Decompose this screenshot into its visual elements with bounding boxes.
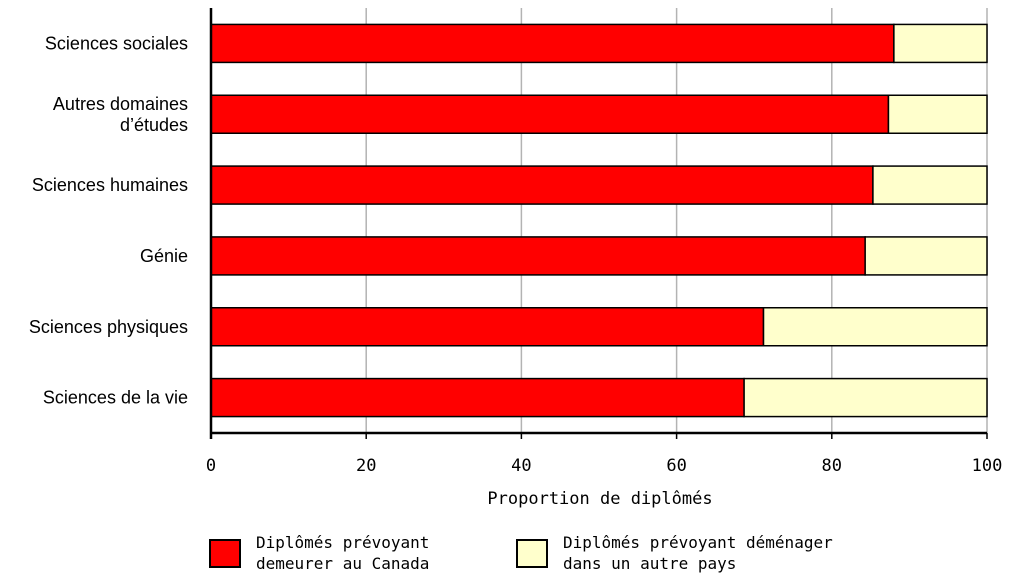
legend-swatch [209,539,241,568]
bar-segment-canada [210,165,874,205]
bar-segment-abroad [762,307,988,347]
axes [209,8,988,439]
bar-segment-canada [210,236,866,276]
category-label: Sciences humaines [32,175,188,195]
category-label: d’études [120,115,188,135]
x-tick-label: 80 [822,456,842,476]
bar-segment-canada [210,377,745,418]
bar-segment-canada [210,307,765,347]
bar-segment-abroad [743,377,988,418]
legend-label: dans un autre pays [563,554,736,573]
category-labels: Sciences sociales Autres domainesd’études… [29,33,188,407]
bar-segment-canada [210,23,895,64]
bar-segment-canada [210,94,890,134]
category-label: Sciences sociales [45,33,188,53]
legend-label: Diplômés prévoyant déménager [563,533,833,552]
category-label: Sciences physiques [29,317,188,337]
tick-labels: 0 20 40 60 80 100 [206,456,1002,476]
gridlines [365,8,988,433]
category-label: Autres domaines [53,94,188,114]
x-tick-label: 40 [511,456,531,476]
bar-segment-abroad [864,236,988,276]
legend: Diplômés prévoyant demeurer au Canada Dipl… [209,533,833,573]
x-tick-label: 20 [356,456,376,476]
bar-segment-abroad [872,165,988,205]
bar-segment-abroad [887,94,988,134]
category-label: Sciences de la vie [43,388,188,408]
bar-segment-abroad [893,23,988,64]
bars [210,23,988,418]
legend-swatch [516,539,548,568]
x-tick-label: 60 [666,456,686,476]
legend-label: Diplômés prévoyant [256,533,429,552]
legend-label: demeurer au Canada [256,554,429,573]
x-axis-title: Proportion de diplômés [487,489,712,509]
x-tick-label: 0 [206,456,216,476]
category-label: Génie [140,246,188,266]
x-tick-label: 100 [972,456,1003,476]
